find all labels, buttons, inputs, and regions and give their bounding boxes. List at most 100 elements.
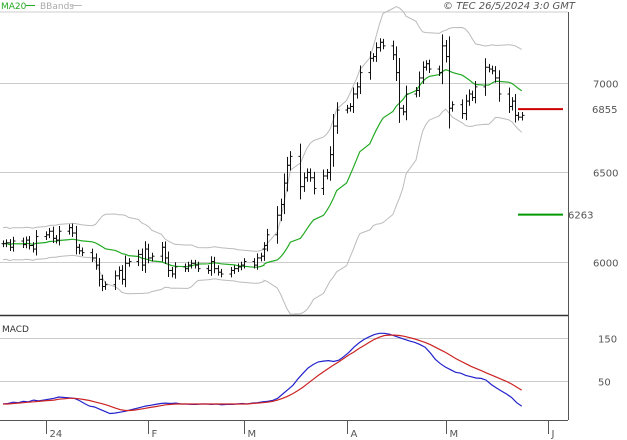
ohlc-bar — [520, 111, 525, 121]
ohlc-bar — [516, 111, 521, 121]
ohlc-bar — [24, 236, 29, 249]
ohlc-bar — [123, 255, 128, 288]
ohlc-bar — [394, 46, 399, 81]
time-tick-label: J — [551, 429, 555, 440]
macd-tick-label: 50 — [598, 378, 611, 389]
ohlc-bar — [424, 60, 429, 71]
ohlc-bar — [232, 265, 237, 274]
ohlc-bar — [401, 104, 406, 116]
resistance-label: 6855 — [592, 105, 617, 116]
ohlc-bar — [146, 243, 151, 264]
ohlc-bar — [374, 42, 379, 62]
ma20-legend-label: MA20 — [1, 2, 27, 12]
ohlc-bar — [391, 40, 396, 61]
ohlc-bar — [331, 113, 336, 167]
ohlc-bar — [11, 236, 16, 252]
ohlc-bar — [117, 266, 122, 280]
ohlc-bar — [450, 101, 455, 112]
ohlc-bar — [140, 248, 145, 271]
time-tick-label: M — [248, 429, 257, 440]
ohlc-bar — [216, 265, 221, 276]
ohlc-bar — [120, 265, 125, 285]
ohlc-bar — [229, 267, 234, 278]
ohlc-bar — [510, 97, 515, 111]
ohlc-bar — [265, 228, 270, 252]
ohlc-bar — [275, 206, 280, 244]
ohlc-bar — [464, 94, 469, 121]
macd-panel-title: MACD — [2, 325, 29, 335]
ohlc-bar — [262, 242, 267, 253]
ohlc-bar — [34, 230, 39, 256]
ohlc-bar — [417, 71, 422, 97]
ohlc-bar — [67, 224, 72, 235]
ohlc-bar — [255, 253, 260, 270]
ohlc-bar — [421, 61, 426, 84]
macd-signal-line — [3, 334, 523, 412]
ohlc-bar — [259, 252, 264, 262]
ohlc-bar — [308, 168, 313, 182]
price-tick-label: 6000 — [593, 259, 618, 270]
ohlc-bar — [460, 99, 465, 119]
ohlc-bar — [444, 39, 449, 63]
ohlc-bar — [335, 102, 340, 134]
ohlc-bar — [397, 57, 402, 123]
ohlc-bar — [473, 80, 478, 104]
ohlc-bar — [209, 256, 214, 276]
ohlc-bar — [70, 223, 75, 238]
ohlc-bar — [371, 53, 376, 62]
ohlc-bar — [77, 243, 82, 255]
ohlc-bar — [285, 156, 290, 192]
ohlc-bar — [513, 93, 518, 123]
ohlc-bar — [404, 85, 409, 121]
ohlc-bar — [490, 65, 495, 75]
ohlc-bar — [381, 38, 386, 50]
ohlc-bar — [351, 87, 356, 113]
ohlc-bar — [150, 252, 155, 262]
ohlc-bar — [54, 234, 59, 244]
ohlc-bar — [4, 239, 9, 248]
ohlc-bar — [90, 248, 95, 262]
ohlc-bar — [467, 89, 472, 106]
ohlc-bar — [183, 263, 188, 273]
time-tick-label: F — [152, 429, 158, 440]
ohlc-bar — [507, 87, 512, 113]
ohlc-bar — [80, 247, 85, 257]
ohlc-bar — [483, 58, 488, 96]
ohlc-bar — [103, 281, 108, 290]
price-tick-label: 7000 — [593, 80, 618, 91]
ohlc-bar — [348, 103, 353, 112]
ohlc-bar — [427, 59, 432, 74]
ohlc-bar — [355, 82, 360, 99]
bollinger-upper-band — [2, 6, 522, 252]
ohlc-bar — [206, 265, 211, 274]
ohlc-bar — [487, 63, 492, 73]
macd-tick-label: 150 — [598, 335, 617, 346]
ohlc-bar — [173, 262, 178, 279]
ohlc-bar — [328, 146, 333, 181]
ohlc-bar — [113, 270, 118, 290]
ohlc-bar — [189, 259, 194, 269]
ohlc-bar — [497, 70, 502, 102]
ohlc-bar — [163, 241, 168, 264]
price-tick-label: 6500 — [593, 169, 618, 180]
ohlc-bar — [212, 256, 217, 274]
ohlc-bar — [368, 51, 373, 80]
support-label: 6263 — [568, 211, 593, 222]
ohlc-bar — [440, 34, 445, 85]
support-level: 6263 — [518, 211, 593, 222]
ohlc-bar — [196, 261, 201, 273]
ohlc-bar — [170, 267, 175, 278]
ohlc-bar — [143, 241, 148, 273]
ohlc-bar — [288, 151, 293, 171]
macd-line — [2, 332, 523, 415]
macd-gridlines — [0, 338, 568, 382]
ohlc-bar — [345, 104, 350, 114]
ohlc-bars — [1, 34, 525, 292]
ohlc-bar — [136, 249, 141, 267]
ohlc-bar — [298, 143, 303, 200]
ohlc-bar — [127, 258, 132, 267]
time-axis-ticks: 24 F M A M J — [46, 420, 555, 440]
ma20-line — [2, 69, 523, 268]
ohlc-bar — [166, 251, 171, 277]
